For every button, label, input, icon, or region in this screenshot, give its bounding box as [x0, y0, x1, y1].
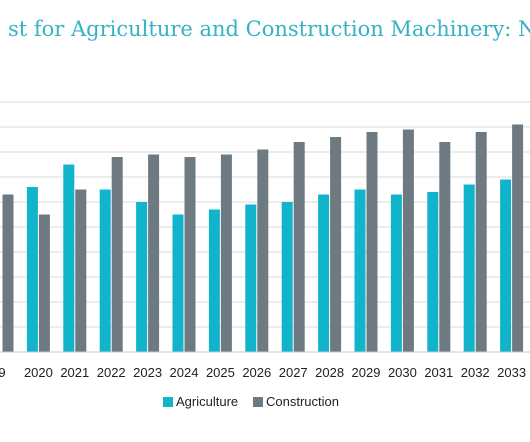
x-tick-label: 2025 [206, 365, 235, 380]
bar-agriculture-2033 [500, 179, 512, 352]
bar-agriculture-2021 [63, 164, 75, 352]
x-tick-label: 2032 [461, 365, 490, 380]
x-tick-label: 2020 [24, 365, 53, 380]
x-tick-label: 2029 [352, 365, 381, 380]
x-tick-label: 2033 [497, 365, 526, 380]
bar-agriculture-2022 [99, 189, 111, 352]
bar-construction-2031 [439, 142, 451, 352]
bar-construction-2022 [111, 157, 123, 352]
x-tick-label: 2028 [315, 365, 344, 380]
x-tick-label: 2030 [388, 365, 417, 380]
x-tick-label: 2022 [97, 365, 126, 380]
bar-construction-2023 [148, 154, 160, 352]
bar-agriculture-2025 [208, 209, 220, 352]
legend-label-agriculture: Agriculture [176, 394, 238, 409]
bar-construction-2024 [184, 157, 196, 352]
bar-construction-2033 [512, 124, 524, 352]
bar-construction-2021 [75, 189, 87, 352]
x-tick-label: 2023 [133, 365, 162, 380]
bar-agriculture-2032 [463, 184, 475, 352]
bar-construction-2030 [402, 129, 414, 352]
bar-agriculture-2024 [172, 214, 184, 352]
bar-construction-9 [2, 194, 14, 352]
bar-construction-2025 [220, 154, 232, 352]
bar-agriculture-2029 [354, 189, 366, 352]
bar-construction-2029 [366, 132, 378, 352]
bar-construction-2028 [330, 137, 342, 352]
legend-label-construction: Construction [266, 394, 339, 409]
chart-title: st for Agriculture and Construction Mach… [8, 17, 530, 41]
x-tick-label: 2024 [170, 365, 199, 380]
bar-agriculture-2030 [390, 194, 402, 352]
x-tick-label: 2027 [279, 365, 308, 380]
bars [2, 124, 524, 352]
bar-agriculture-2023 [136, 202, 148, 352]
legend-swatch-construction [253, 397, 263, 407]
bar-construction-2027 [293, 142, 305, 352]
x-tick-label: 9 [0, 365, 6, 380]
bar-construction-2020 [38, 214, 50, 352]
bar-agriculture-2031 [427, 192, 439, 352]
bar-agriculture-2027 [281, 202, 293, 352]
x-tick-labels: 9 2020 2021 2022 2023 2024 2025 2026 2027 2028 202… [0, 365, 526, 380]
x-tick-label: 2021 [60, 365, 89, 380]
bar-construction-2026 [257, 149, 269, 352]
x-tick-label: 2031 [424, 365, 453, 380]
bar-agriculture-2026 [245, 204, 257, 352]
bar-construction-2032 [475, 132, 487, 352]
legend-swatch-agriculture [163, 397, 173, 407]
x-tick-label: 2026 [242, 365, 271, 380]
legend: Agriculture Construction [163, 394, 339, 409]
bar-agriculture-2020 [26, 187, 38, 352]
bar-agriculture-2028 [318, 194, 330, 352]
